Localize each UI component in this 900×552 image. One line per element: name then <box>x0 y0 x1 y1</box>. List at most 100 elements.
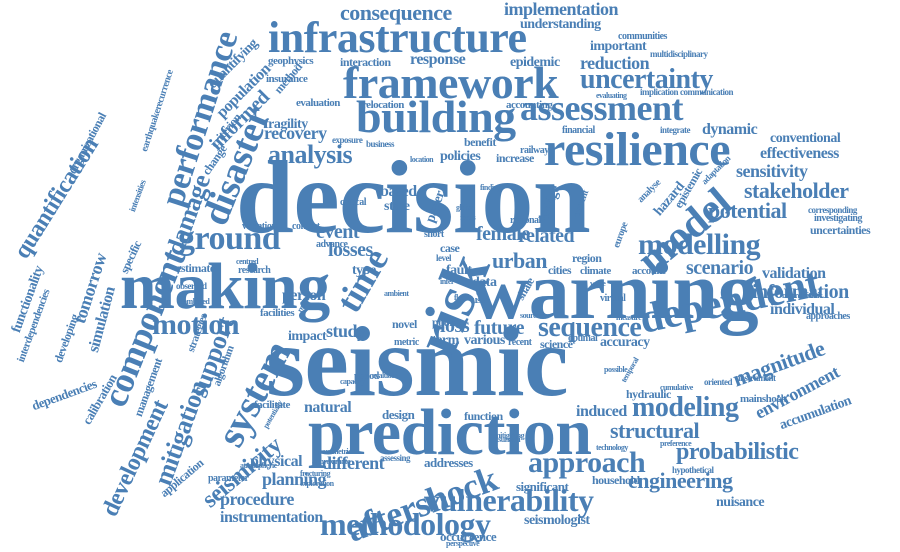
word-uncertainties: uncertainties <box>810 223 871 237</box>
word-methodology: methodology <box>320 506 491 542</box>
word-study: study <box>326 321 366 341</box>
word-seismologist: seismologist <box>524 513 590 528</box>
word-technology: technology <box>596 443 628 452</box>
word-geophysics: geophysics <box>268 55 314 67</box>
word-case: case <box>440 241 460 255</box>
word-perspective: perspective <box>446 539 480 548</box>
word-framework: framework <box>343 57 559 108</box>
word-optimal: optimal <box>568 333 598 344</box>
word-atmospheric: atmospheric <box>240 461 277 470</box>
word-level: level <box>436 253 452 263</box>
word-sequence: sequence <box>538 312 642 343</box>
word-financial: financial <box>562 125 595 136</box>
word-regional: regional <box>510 215 541 226</box>
word-person: person <box>282 287 326 304</box>
word-based: based <box>380 183 417 200</box>
word-period: period <box>354 371 379 382</box>
word-context: context <box>292 221 320 232</box>
word-implication: implication <box>640 87 679 97</box>
word-impact: impact <box>288 329 327 344</box>
word-evaluate: evaluate <box>372 371 397 380</box>
word-communication: communication <box>680 87 734 97</box>
word-fault: fault <box>446 263 472 278</box>
word-ground: ground <box>178 220 281 257</box>
word-facilities: facilities <box>260 307 295 319</box>
word-assessment: assessment <box>520 88 684 128</box>
word-modelling: modelling <box>638 228 761 261</box>
word-event: event <box>316 221 360 243</box>
word-temporal: temporal <box>619 356 641 384</box>
word-finding: finding <box>480 183 501 192</box>
word-oriented: oriented <box>704 377 733 387</box>
word-research: research <box>238 265 271 276</box>
word-warning: warning <box>470 245 759 336</box>
word-policies: policies <box>440 149 481 164</box>
word-instrument: instrument <box>738 373 776 383</box>
word-capacity: capacity <box>340 377 365 386</box>
word-engineering: engineering <box>628 468 733 493</box>
word-increase: increase <box>496 151 534 165</box>
word-wave: wave <box>590 279 606 288</box>
word-fragility: fragility <box>264 117 308 132</box>
word-parametric: parametric <box>318 447 352 456</box>
word-focus: focus <box>460 213 476 222</box>
word-sensitivity: sensitivity <box>736 161 808 181</box>
word-modeling: modeling <box>632 392 739 423</box>
word-urban: urban <box>492 248 547 273</box>
word-communities: communities <box>618 31 667 42</box>
word-hypothetical: hypothetical <box>672 465 714 475</box>
word-induced: induced <box>576 403 627 420</box>
word-mainshock: mainshock <box>740 393 787 405</box>
word-exploration: exploration <box>300 479 334 488</box>
word-insurance: insurance <box>266 73 308 85</box>
word-approximate: approximate <box>312 457 350 466</box>
word-potential: potential <box>708 198 787 223</box>
word-accounting: accounting <box>506 99 553 111</box>
word-uncertainty: uncertainty <box>580 64 713 95</box>
word-probabilistic: probabilistic <box>676 439 799 465</box>
word-recent: recent <box>508 337 532 348</box>
word-relocation: relocation <box>362 99 404 111</box>
word-centred: centred <box>236 257 259 266</box>
word-evaluating: evaluating <box>596 91 627 100</box>
word-important: important <box>590 39 647 54</box>
word-understanding: understanding <box>520 17 601 32</box>
word-multidisciplinary: multidisciplinary <box>650 49 708 59</box>
word-function: function <box>464 409 503 423</box>
word-motion: motion <box>152 308 240 341</box>
word-term: term <box>432 333 459 348</box>
word-macroseismic: macroseismic <box>782 291 823 300</box>
word-occurrence: occurrence <box>440 529 497 544</box>
word-various: various <box>464 333 505 348</box>
word-reduction: reduction <box>580 53 650 73</box>
word-railway: railway <box>520 145 549 156</box>
word-measure: measure <box>616 313 642 322</box>
word-resilience: resilience <box>544 123 731 176</box>
word-climate: climate <box>580 265 611 277</box>
word-infrastructure: infrastructure <box>268 13 527 62</box>
word-epidemic: epidemic <box>510 55 560 70</box>
word-natural: natural <box>304 399 352 416</box>
word-preference: preference <box>660 439 692 448</box>
word-business: business <box>366 139 395 149</box>
word-parameter: parameter <box>208 473 249 484</box>
word-building: building <box>356 91 516 142</box>
word-account: account <box>632 265 666 277</box>
word-critical: critical <box>340 197 366 208</box>
word-decision: decision <box>236 140 591 255</box>
word-fracturing: fracturing <box>300 469 331 478</box>
word-advance: advance <box>316 239 348 250</box>
word-recovery: recovery <box>264 123 327 143</box>
word-addresses: addresses <box>424 455 473 470</box>
word-evaluation: evaluation <box>296 97 340 109</box>
word-structural: structural <box>610 418 700 443</box>
word-conventional: conventional <box>770 131 841 146</box>
word-design: design <box>382 407 415 422</box>
word-investigating: investigating <box>814 213 862 224</box>
word-response: response <box>410 51 466 68</box>
word-facilitate: facilitate <box>254 399 290 411</box>
word-poor: poor <box>432 315 455 329</box>
word-significant: significant <box>516 479 569 494</box>
word-tsunami: tsunami <box>496 435 521 444</box>
word-metric: metric <box>394 337 419 348</box>
